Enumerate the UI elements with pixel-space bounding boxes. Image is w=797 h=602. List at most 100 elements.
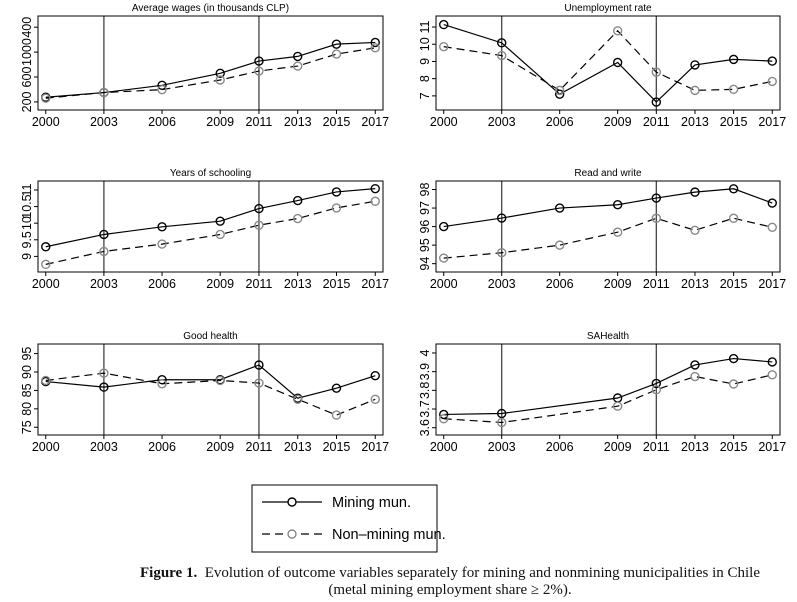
non-mining-point xyxy=(215,75,225,85)
non-mining-line xyxy=(45,200,376,265)
y-tick-label: 3.8 xyxy=(418,382,432,399)
caption-text: Evolution of outcome variables separatel… xyxy=(204,565,761,581)
mining-point xyxy=(497,38,507,48)
x-tick-label: 2015 xyxy=(720,115,748,129)
panel-1: Unemployment rate 2000 2003 2006 2009 2011 201… xyxy=(418,3,786,129)
non-mining-point xyxy=(651,385,662,395)
y-tick-label: 200 xyxy=(20,91,34,112)
non-mining-point xyxy=(41,375,51,386)
y-tick-label: 8 xyxy=(418,75,432,82)
panel-0: Average wages (in thousands CLP) 2000 2003… xyxy=(20,3,389,129)
x-tick-label: 2013 xyxy=(681,440,709,454)
mining-point xyxy=(690,187,700,197)
x-tick-label: 2015 xyxy=(323,440,351,454)
x-tick-label: 2006 xyxy=(148,440,176,454)
mining-point xyxy=(497,213,507,223)
panel-title: Read and write xyxy=(574,168,642,179)
y-tick-label: 3.7 xyxy=(418,400,432,417)
x-tick-label: 2013 xyxy=(284,115,312,129)
mining-point xyxy=(99,382,109,392)
x-tick-label: 2013 xyxy=(284,440,312,454)
non-mining-point xyxy=(767,76,777,87)
mining-point xyxy=(554,203,565,213)
x-tick-label: 2011 xyxy=(643,277,670,291)
mining-point xyxy=(728,353,739,364)
x-tick-label: 2003 xyxy=(90,115,118,129)
non-mining-point xyxy=(370,43,380,53)
mining-point xyxy=(370,370,380,381)
non-mining-point xyxy=(254,66,264,76)
x-tick-label: 2015 xyxy=(720,440,748,454)
x-tick-label: 2013 xyxy=(681,115,709,129)
x-tick-label: 2009 xyxy=(604,277,632,291)
x-tick-label: 2011 xyxy=(246,115,273,129)
non-mining-point xyxy=(651,67,662,77)
y-tick-label: 11 xyxy=(418,20,432,33)
plot-frame xyxy=(435,180,781,273)
non-mining-point xyxy=(370,394,380,404)
y-tick-label: 3.6 xyxy=(418,419,432,436)
y-tick-label: 9.5 xyxy=(20,231,34,248)
legend: Mining mun. Non–mining mun. xyxy=(251,484,446,553)
non-mining-point xyxy=(331,203,342,213)
non-mining-point xyxy=(331,410,342,420)
x-tick-label: 2000 xyxy=(430,440,458,454)
caption-line-2: (metal mining employment share ≥ 2%). xyxy=(328,582,572,598)
mining-point xyxy=(497,408,507,419)
x-tick-label: 2000 xyxy=(430,115,458,129)
x-tick-label: 2003 xyxy=(488,277,516,291)
mining-point xyxy=(293,51,303,62)
mining-point xyxy=(41,242,51,252)
non-mining-point xyxy=(767,222,777,233)
x-tick-label: 2013 xyxy=(284,277,312,291)
x-tick-label: 2011 xyxy=(643,440,670,454)
x-tick-label: 2011 xyxy=(246,277,273,291)
non-mining-point xyxy=(99,246,109,257)
non-mining-point xyxy=(612,227,623,237)
plot-frame xyxy=(37,180,384,273)
non-mining-point xyxy=(728,84,739,95)
y-tick-label: 400 xyxy=(20,17,34,38)
y-tick-label: 11 xyxy=(20,183,34,196)
mining-point xyxy=(439,19,449,30)
x-tick-label: 2015 xyxy=(323,277,351,291)
panel-title: SAHealth xyxy=(587,331,629,342)
non-mining-line xyxy=(45,372,376,416)
plot-frame xyxy=(37,15,384,111)
panel-5: SAHealth 2000 2003 2006 2009 2011 2013 2015 2017… xyxy=(418,331,786,454)
non-mining-point xyxy=(157,84,167,95)
caption-line-1: Figure 1. Evolution of outcome variables… xyxy=(0,565,797,582)
x-tick-label: 2006 xyxy=(546,440,574,454)
x-tick-label: 2006 xyxy=(148,115,176,129)
x-tick-label: 2000 xyxy=(32,277,60,291)
panel-title: Years of schooling xyxy=(170,168,251,179)
non-mining-line xyxy=(45,47,376,99)
x-tick-label: 2013 xyxy=(681,277,709,291)
x-tick-label: 2009 xyxy=(604,115,632,129)
y-tick-label: 9 xyxy=(418,58,432,65)
non-mining-point xyxy=(612,26,623,36)
mining-point xyxy=(99,229,109,240)
y-tick-label: 90 xyxy=(20,365,34,379)
legend-marker xyxy=(287,529,297,539)
non-mining-point xyxy=(690,85,700,96)
non-mining-point xyxy=(612,401,623,411)
plot-frame xyxy=(37,343,384,436)
y-tick-label: 10.5 xyxy=(20,194,34,218)
x-tick-label: 2009 xyxy=(206,115,234,129)
x-tick-label: 2017 xyxy=(758,277,786,291)
y-tick-label: 95 xyxy=(20,347,34,361)
y-tick-label: 95 xyxy=(418,238,432,252)
mining-line xyxy=(45,188,376,248)
non-mining-point xyxy=(439,414,449,424)
panel-4: Good health 2000 2003 2006 2009 2011 2013 2015 2… xyxy=(20,331,389,454)
y-tick-label: 9 xyxy=(20,253,34,260)
non-mining-point xyxy=(439,253,449,263)
mining-point xyxy=(331,39,342,49)
x-tick-label: 2006 xyxy=(148,277,176,291)
non-mining-line xyxy=(443,29,773,92)
non-mining-point xyxy=(293,61,303,71)
x-tick-label: 2009 xyxy=(206,440,234,454)
non-mining-point xyxy=(293,394,303,404)
